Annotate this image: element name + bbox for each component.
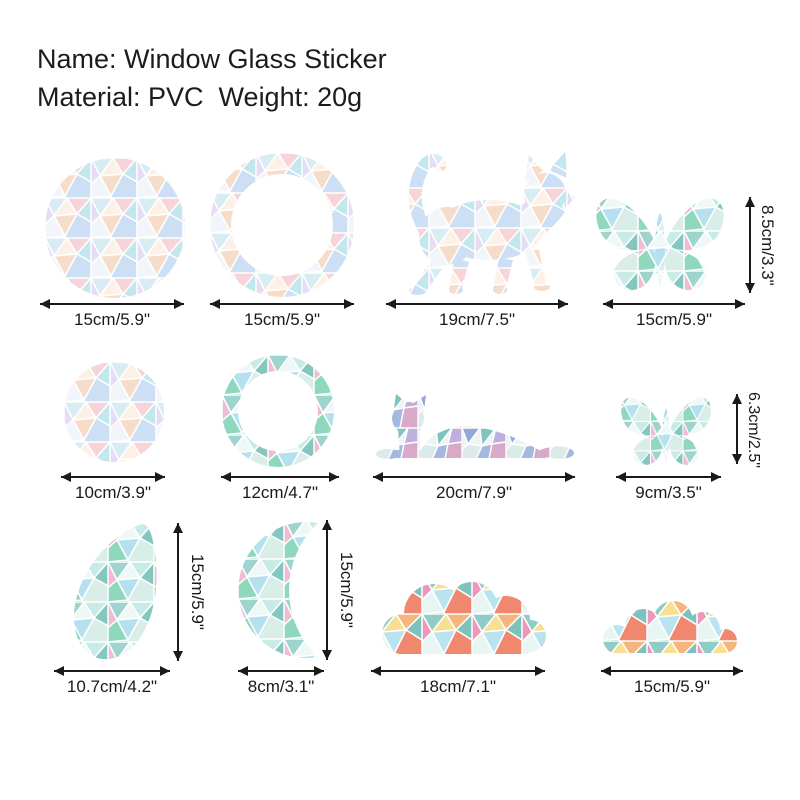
height-label-butterfly-small: 6.3cm/2.5" (745, 392, 762, 468)
moon-graphic (238, 522, 318, 658)
height-arrow-butterfly-small (732, 394, 742, 464)
butterfly-small-graphic (621, 397, 711, 465)
product-info: Name: Window Glass Sticker Material: PVC… (37, 40, 387, 116)
sticker-moon (238, 519, 322, 661)
sticker-circle-small (64, 362, 164, 462)
width-label-cat-walking: 19cm/7.5" (439, 310, 515, 329)
width-arrow-ring-small (221, 472, 339, 482)
ring-large-graphic (210, 153, 354, 297)
sticker-leaf (62, 522, 162, 664)
sticker-ring-large (210, 153, 354, 297)
width-arrow-leaf (54, 666, 170, 676)
cloud-small-graphic (603, 601, 737, 653)
width-label-moon: 8cm/3.1" (247, 677, 315, 696)
width-arrow-ring-large (210, 299, 354, 309)
cat-lying-graphic (376, 394, 575, 459)
sticker-cloud-large (372, 572, 548, 658)
width-label-butterfly-small: 9cm/3.5" (635, 483, 702, 502)
width-label-ring-small: 12cm/4.7" (242, 483, 318, 502)
circle-small-graphic (64, 362, 164, 462)
width-label-cloud-small: 15cm/5.9" (634, 677, 710, 696)
product-name-line: Name: Window Glass Sticker (37, 44, 387, 74)
height-label-leaf: 15cm/5.9" (188, 554, 207, 630)
width-arrow-moon (238, 666, 324, 676)
width-arrow-cloud-large (371, 666, 545, 676)
sticker-cat-walking (383, 148, 575, 298)
height-label-moon: 15cm/5.9" (337, 552, 356, 628)
width-arrow-butterfly-large (603, 299, 745, 309)
width-label-leaf: 10.7cm/4.2" (66, 677, 158, 696)
sticker-butterfly-large (592, 191, 728, 297)
ring-small-graphic (222, 355, 334, 467)
height-label-butterfly-large: 8.5cm/3.3" (758, 204, 777, 286)
cloud-large-graphic (382, 582, 546, 654)
width-label-circle-large: 15cm/5.9" (74, 310, 150, 329)
sticker-ring-small (222, 355, 334, 467)
width-label-cat-lying: 20cm/7.9" (436, 483, 512, 502)
width-label-butterfly-large: 15cm/5.9" (636, 310, 712, 329)
height-arrow-leaf (173, 523, 183, 661)
width-arrow-circle-small (61, 472, 165, 482)
width-label-circle-small: 10cm/3.9" (75, 483, 151, 502)
width-label-cloud-large: 18cm/7.1" (420, 677, 496, 696)
sticker-butterfly-small (618, 392, 714, 470)
cat-walking-graphic (408, 152, 575, 295)
width-arrow-cat-walking (386, 299, 568, 309)
width-arrow-cloud-small (601, 666, 743, 676)
circle-large-graphic (45, 158, 185, 298)
butterfly-large-graphic (596, 198, 724, 291)
sticker-circle-large (45, 158, 185, 298)
height-arrow-moon (322, 520, 332, 660)
sticker-cloud-small (597, 599, 743, 657)
leaf-graphic (74, 524, 157, 660)
product-material-line: Material: PVC Weight: 20g (37, 82, 363, 112)
width-arrow-cat-lying (373, 472, 575, 482)
sticker-cat-lying (374, 392, 576, 468)
height-arrow-butterfly-large (745, 197, 755, 293)
width-label-ring-large: 15cm/5.9" (244, 310, 320, 329)
width-arrow-butterfly-small (616, 472, 721, 482)
width-arrow-circle-large (40, 299, 184, 309)
